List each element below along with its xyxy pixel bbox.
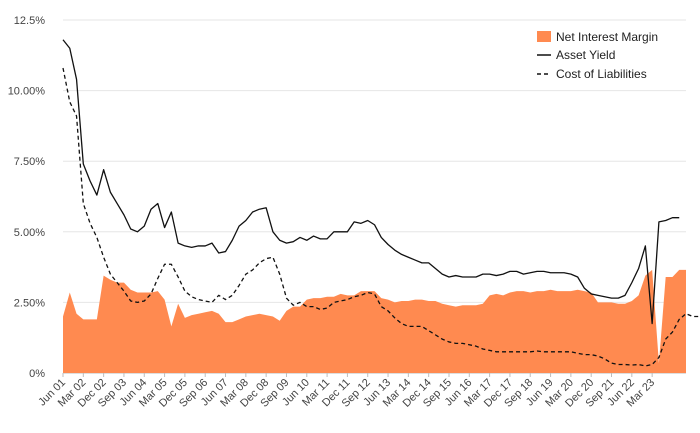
legend-label-asset-yield: Asset Yield [556,48,615,62]
legend-label-net-interest-margin: Net Interest Margin [556,30,658,44]
y-tick-label: 0% [29,368,45,380]
line-cost-of-liabilities [62,67,700,367]
legend-swatch-net-interest-margin [537,31,551,42]
legend-label-cost-of-liabilities: Cost of Liabilities [556,67,647,81]
area-net-interest-margin [63,269,686,373]
line-layer [62,39,700,367]
area-layer [63,269,686,373]
legend: Net Interest Margin Asset Yield Cost of … [537,30,658,81]
y-tick-label: 10.00% [8,86,46,98]
line-asset-yield [62,39,680,325]
y-tick-label: 5.00% [14,227,45,239]
y-tick-label: 12.5% [14,15,45,27]
y-tick-label: 7.50% [14,156,45,168]
y-tick-label: 2.50% [14,297,45,309]
